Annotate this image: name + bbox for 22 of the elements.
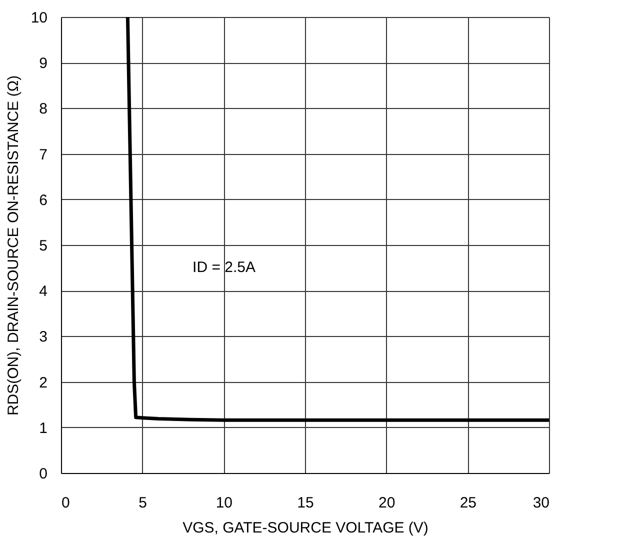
x-tick-label: 20 <box>378 494 396 512</box>
x-axis-title: VGS, GATE-SOURCE VOLTAGE (V) <box>182 520 428 536</box>
y-tick-label: 1 <box>39 420 48 437</box>
x-tick-label: 0 <box>62 494 70 512</box>
x-tick-label: 15 <box>297 494 314 512</box>
annotation: ID = 2.5A <box>192 259 256 276</box>
y-tick-label: 10 <box>30 10 48 26</box>
y-tick-label: 3 <box>39 328 48 346</box>
line-series <box>126 15 551 422</box>
y-axis-title: RDS(ON), DRAIN-SOURCE ON-RESISTANCE (Ω) <box>4 75 22 416</box>
y-tick-label: 2 <box>39 374 48 392</box>
y-tick-label: 0 <box>39 466 48 482</box>
x-tick-label: 10 <box>216 494 233 512</box>
y-tick-label: 9 <box>39 55 48 72</box>
x-tick-label: 30 <box>532 494 550 512</box>
x-tick-label: 25 <box>460 494 477 512</box>
y-tick-label: 8 <box>39 100 48 118</box>
y-tick-label: 5 <box>39 238 48 254</box>
y-tick-label: 4 <box>39 283 48 300</box>
y-tick-label: 7 <box>39 146 48 164</box>
x-tick-label: 5 <box>138 494 148 512</box>
y-tick-label: 6 <box>39 192 48 209</box>
